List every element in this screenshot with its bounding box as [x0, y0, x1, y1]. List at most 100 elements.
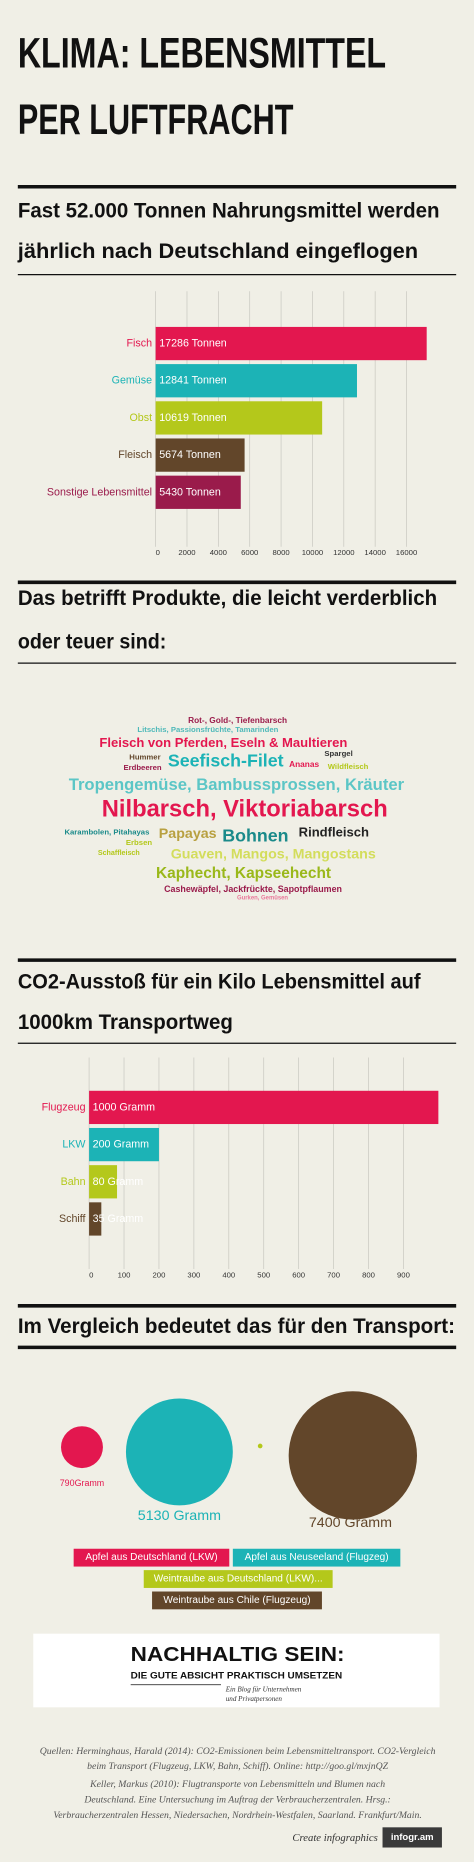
source-line: beim Transport (Flugzeug, LKW, Bahn, Sch…: [87, 1761, 388, 1772]
cloud-word: Seefisch-Filet: [168, 751, 284, 771]
cloud-word: Bohnen: [222, 825, 288, 845]
x-tick-label: 100: [118, 1270, 131, 1279]
legend-swatch: [143, 1570, 333, 1588]
cloud-word: Hummer: [129, 752, 160, 761]
legend-swatch: [152, 1591, 322, 1610]
value-label: 200 Gramm: [93, 1139, 150, 1151]
value-label: 12841 Tonnen: [159, 375, 227, 387]
logo-tagline: und Privatpersonen: [226, 1695, 283, 1703]
bubble: [288, 1391, 418, 1520]
category-label: LKW: [62, 1139, 86, 1151]
cloud-word: Tropengemüse, Bambussprossen, Kräuter: [69, 775, 405, 794]
legend-swatch: [232, 1548, 401, 1567]
cloud-word: Litschis, Passionsfrüchte, Tamarinden: [137, 725, 278, 734]
value-label: 7400 Gramm: [309, 1515, 392, 1531]
x-tick-label: 8000: [272, 548, 289, 557]
section-title: CO2-Ausstoß für ein Kilo Lebensmittel au…: [18, 969, 422, 993]
category-label: Fleisch: [118, 449, 152, 461]
cloud-word: Wildfleisch: [328, 762, 369, 771]
section-title: jährlich nach Deutschland eingeflogen: [17, 239, 418, 263]
category-label: Sonstige Lebensmittel: [47, 486, 152, 498]
x-tick-label: 600: [292, 1270, 305, 1279]
cloud-word: Fleisch von Pferden, Eseln & Maultieren: [99, 735, 347, 750]
legend-label: Apfel aus Neuseeland (Flugzeg): [245, 1552, 389, 1563]
x-tick-label: 500: [257, 1270, 270, 1279]
logo-tagline: Ein Blog für Unternehmen: [225, 1686, 302, 1694]
cloud-word: Erbsen: [126, 838, 152, 847]
bubble: [125, 1398, 233, 1506]
cloud-word: Spargel: [324, 749, 352, 758]
bar: [89, 1202, 102, 1236]
legend-label: Apfel aus Deutschland (LKW): [85, 1552, 217, 1563]
x-tick-label: 14000: [364, 548, 385, 557]
logo-title: NACHHALTIG SEIN:: [131, 1644, 345, 1666]
footer-create: Create infographics: [292, 1832, 377, 1844]
category-label: Schiff: [59, 1213, 86, 1225]
value-label: 35 Gramm: [93, 1213, 144, 1225]
bar: [89, 1127, 159, 1162]
x-tick-label: 300: [187, 1270, 200, 1279]
section-title: Fast 52.000 Tonnen Nahrungsmittel werden: [18, 198, 440, 222]
section-title: PER LUFTFRACHT: [18, 96, 294, 144]
value-label: 80 Gramm: [93, 1176, 144, 1188]
source-line: Deutschland. Eine Untersuchung im Auftra…: [83, 1795, 390, 1806]
cloud-word: Cashewäpfel, Jackfrückte, Sapotpflaumen: [164, 884, 342, 894]
section-title: oder teuer sind:: [18, 630, 166, 654]
cloud-word: Schaffleisch: [98, 849, 140, 857]
cloud-word: Guaven, Mangos, Mangostans: [171, 846, 376, 862]
logo-box: [33, 1633, 440, 1708]
x-tick-label: 12000: [333, 548, 354, 557]
x-tick-label: 700: [327, 1270, 340, 1279]
cloud-word: Erdbeeren: [123, 763, 161, 772]
x-tick-label: 0: [89, 1270, 93, 1279]
bar: [155, 326, 427, 361]
bar: [155, 401, 323, 435]
cloud-word: Rindfleisch: [299, 824, 369, 839]
x-tick-label: 0: [156, 548, 160, 557]
x-tick-label: 200: [153, 1270, 166, 1279]
category-label: Flugzeug: [42, 1101, 86, 1113]
bar: [89, 1090, 439, 1125]
x-tick-label: 10000: [302, 548, 323, 557]
footer-brand-box: [382, 1827, 442, 1848]
category-label: Obst: [129, 412, 152, 424]
legend-swatch: [73, 1548, 230, 1567]
cloud-word: Papayas: [159, 826, 217, 842]
cloud-word: Kaphecht, Kapseehecht: [156, 865, 331, 882]
section-title: Das betrifft Produkte, die leicht verder…: [18, 586, 437, 610]
cloud-word: Rot-, Gold-, Tiefenbarsch: [188, 715, 287, 725]
value-label: 17286 Tonnen: [159, 338, 227, 350]
bar: [89, 1165, 118, 1199]
value-label: 1000 Gramm: [93, 1101, 155, 1113]
cloud-word: Gurken, Gemüsen: [237, 895, 288, 901]
source-line: Keller, Markus (2010): Flugtransporte vo…: [89, 1779, 385, 1790]
legend-label: Weintraube aus Chile (Flugzeug): [163, 1595, 310, 1606]
value-label: 5430 Tonnen: [159, 486, 221, 498]
bubble: [257, 1443, 263, 1449]
logo-subtitle: DIE GUTE ABSICHT PRAKTISCH UMSETZEN: [131, 1670, 342, 1680]
x-tick-label: 6000: [241, 548, 258, 557]
x-tick-label: 2000: [178, 548, 195, 557]
category-label: Bahn: [61, 1176, 86, 1188]
cloud-word: Nilbarsch, Viktoriabarsch: [102, 796, 388, 823]
x-tick-label: 800: [362, 1270, 375, 1279]
bar: [155, 364, 357, 398]
section-title: 1000km Transportweg: [18, 1010, 233, 1034]
section-title: KLIMA: LEBENSMITTEL: [18, 30, 386, 78]
cloud-word: Karambolen, Pitahayas: [64, 827, 149, 836]
bubble: [61, 1426, 103, 1469]
cloud-word: Ananas: [289, 759, 319, 769]
category-label: Fisch: [127, 338, 153, 350]
bar: [155, 438, 245, 472]
legend-label: Weintraube aus Deutschland (LKW)...: [154, 1574, 323, 1585]
footer-brand: infogr.am: [391, 1832, 434, 1843]
bar: [155, 475, 241, 509]
category-label: Gemüse: [112, 375, 152, 387]
x-tick-label: 900: [397, 1270, 410, 1279]
x-tick-label: 4000: [210, 548, 227, 557]
value-label: 5674 Tonnen: [159, 449, 221, 461]
value-label: 5130 Gramm: [138, 1508, 221, 1524]
source-line: Quellen: Herminghaus, Harald (2014): CO2…: [40, 1746, 436, 1757]
